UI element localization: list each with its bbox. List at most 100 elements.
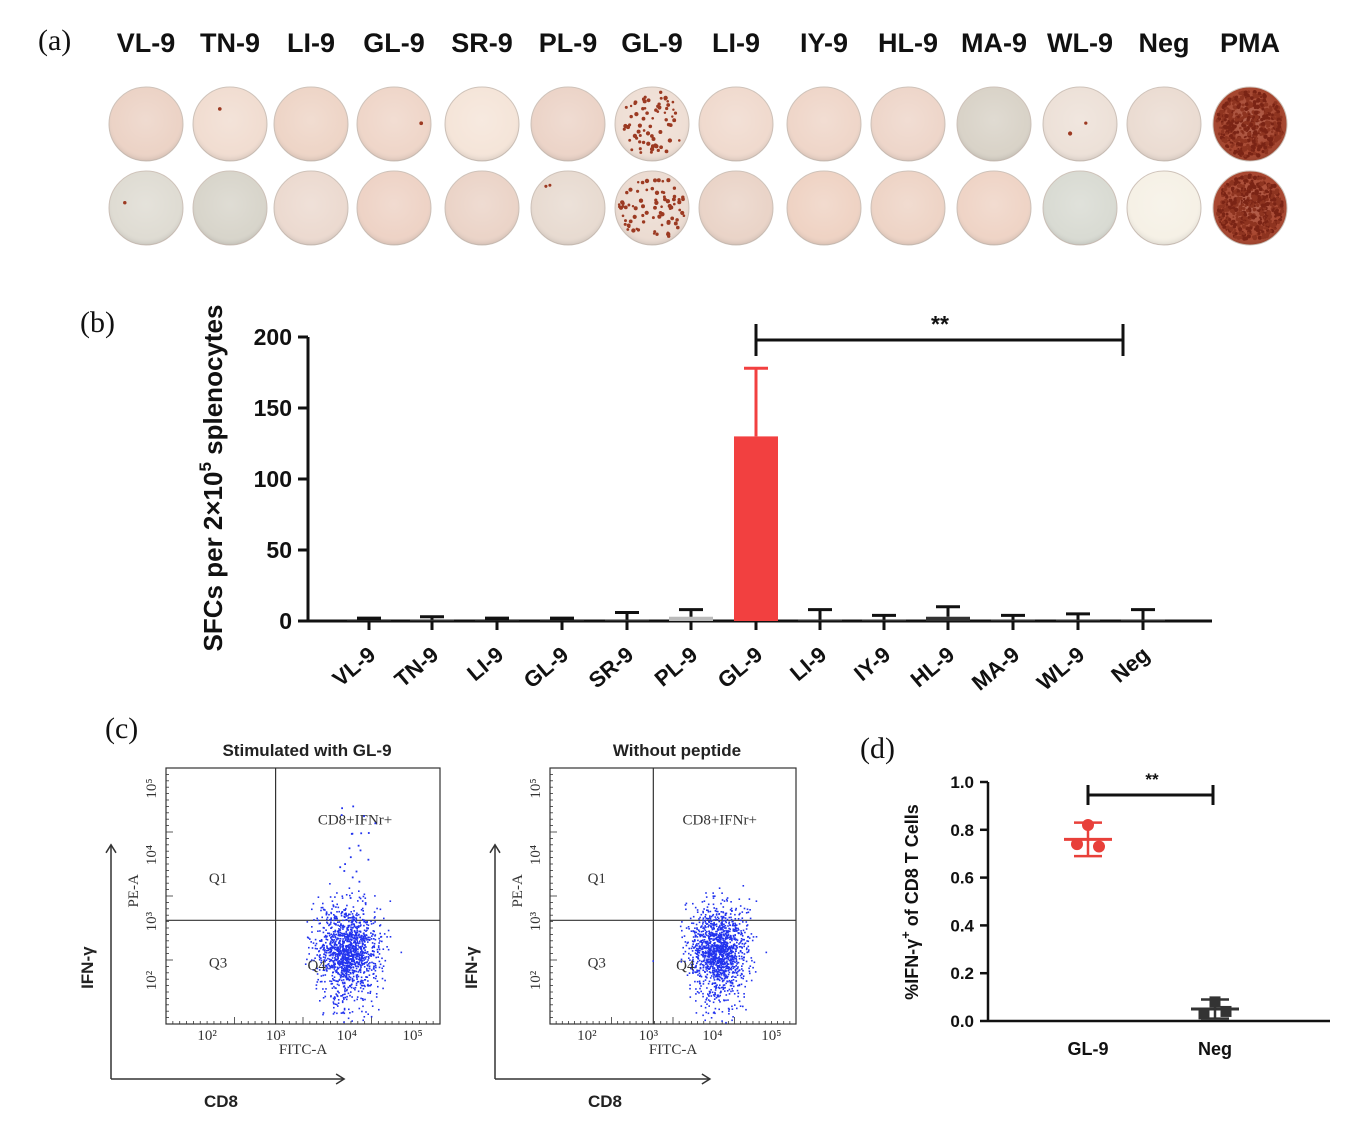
event-dot <box>716 974 718 976</box>
panel-d-label: (d) <box>860 732 895 765</box>
spot <box>1231 97 1235 100</box>
event-dot <box>713 967 716 970</box>
event-dot <box>722 923 725 926</box>
elispot-well <box>530 170 606 246</box>
event-dot <box>711 934 713 937</box>
event-dot <box>736 967 739 970</box>
event-dot <box>700 990 702 993</box>
event-dot <box>337 934 339 937</box>
event-dot <box>710 963 713 965</box>
event-dot <box>347 938 349 940</box>
event-dot <box>357 990 360 993</box>
event-dot <box>731 972 734 974</box>
event-dot <box>356 929 358 932</box>
event-dot <box>716 948 718 950</box>
event-dot <box>331 974 334 977</box>
y-tick-label: 100 <box>254 466 292 492</box>
event-dot <box>702 910 704 913</box>
spot <box>636 189 640 193</box>
event-dot <box>339 942 341 945</box>
spot <box>1235 189 1238 192</box>
event-dot <box>339 933 341 936</box>
event-dot <box>346 967 348 970</box>
event-dot <box>346 936 349 938</box>
event-dot <box>361 952 363 955</box>
event-dot <box>734 913 736 916</box>
flow-x-axis-label: FITC-A <box>649 1042 698 1058</box>
event-dot <box>340 974 343 977</box>
event-dot <box>692 963 694 965</box>
spot <box>638 140 642 144</box>
spot <box>1256 137 1259 140</box>
event-dot <box>333 940 335 943</box>
event-dot <box>309 960 312 963</box>
event-dot <box>373 911 376 913</box>
event-dot <box>329 947 332 949</box>
event-dot <box>711 991 714 994</box>
event-dot <box>342 942 344 945</box>
event-dot <box>328 934 331 937</box>
spot <box>660 205 663 208</box>
event-dot <box>738 983 741 986</box>
event-dot <box>342 956 344 958</box>
elispot-well <box>1042 170 1118 246</box>
event-dot <box>374 938 377 941</box>
event-dot <box>721 892 723 894</box>
event-dot <box>731 982 733 984</box>
event-dot <box>352 960 354 963</box>
event-dot <box>344 955 346 957</box>
spot <box>1245 102 1249 106</box>
spot <box>1274 188 1280 193</box>
event-dot <box>718 940 720 942</box>
spot <box>636 181 640 184</box>
event-dot <box>712 1001 715 1004</box>
event-dot <box>742 885 745 887</box>
event-dot <box>334 1003 337 1005</box>
event-dot <box>339 976 342 979</box>
spot <box>1278 130 1281 133</box>
event-dot <box>716 957 719 959</box>
event-dot <box>720 959 723 961</box>
event-dot <box>713 956 715 958</box>
spot <box>1216 112 1221 117</box>
event-dot <box>362 1019 364 1022</box>
event-dot <box>715 969 717 971</box>
event-dot <box>323 949 326 952</box>
event-dot <box>724 938 727 940</box>
spot <box>1232 139 1235 142</box>
event-dot <box>716 984 718 986</box>
spot <box>1268 214 1273 219</box>
event-dot <box>360 924 362 926</box>
event-dot <box>328 924 330 927</box>
event-dot <box>699 940 702 943</box>
event-dot <box>352 915 354 917</box>
spot <box>1259 102 1264 106</box>
event-dot <box>745 960 748 963</box>
spot <box>680 210 685 215</box>
event-dot <box>367 953 370 956</box>
event-dot <box>745 1008 747 1011</box>
event-dot <box>742 929 745 932</box>
event-dot <box>361 1010 363 1013</box>
event-dot <box>322 902 324 905</box>
spot <box>1257 91 1262 96</box>
spot <box>1220 129 1225 134</box>
event-dot <box>722 984 725 986</box>
event-dot <box>342 946 344 949</box>
event-dot <box>357 936 359 939</box>
event-dot <box>349 962 351 964</box>
event-dot <box>349 938 351 940</box>
event-dot <box>713 969 716 972</box>
event-dot <box>367 924 370 926</box>
spot <box>641 116 646 121</box>
event-dot <box>379 908 382 911</box>
panel-d-axes: 0.00.20.40.60.81.0GL-9 Neg <box>950 773 1330 1059</box>
event-dot <box>346 995 348 998</box>
event-dot <box>724 947 727 949</box>
event-dot <box>703 957 706 959</box>
spot <box>1247 227 1250 230</box>
event-dot <box>699 975 701 977</box>
event-dot <box>350 934 353 936</box>
spot <box>620 200 625 205</box>
spot <box>1225 228 1228 231</box>
